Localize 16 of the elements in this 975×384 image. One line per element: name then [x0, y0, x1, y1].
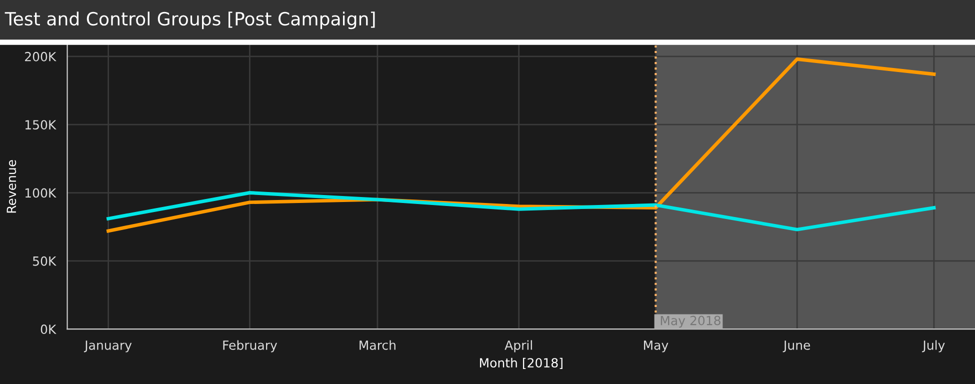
x-tick-label: January	[84, 340, 132, 352]
y-axis-title: Revenue	[6, 160, 16, 213]
chart-title: Test and Control Groups [Post Campaign]	[4, 12, 375, 30]
x-tick-label: March	[360, 340, 396, 350]
x-tick-label: April	[504, 340, 532, 352]
y-tick-label: 200K	[25, 52, 56, 62]
x-tick-label: July	[922, 340, 945, 352]
x-axis-title: Month [2018]	[480, 358, 562, 369]
y-tick-label: 100K	[25, 188, 56, 198]
x-tick-label: May	[644, 340, 668, 352]
x-tick-label: February	[223, 340, 278, 352]
y-tick-label: 150K	[25, 120, 56, 130]
line-series	[106, 191, 936, 232]
y-tick-label: 50K	[33, 256, 56, 266]
y-tick-label: 0K	[40, 324, 56, 334]
x-tick-label: June	[782, 340, 810, 352]
